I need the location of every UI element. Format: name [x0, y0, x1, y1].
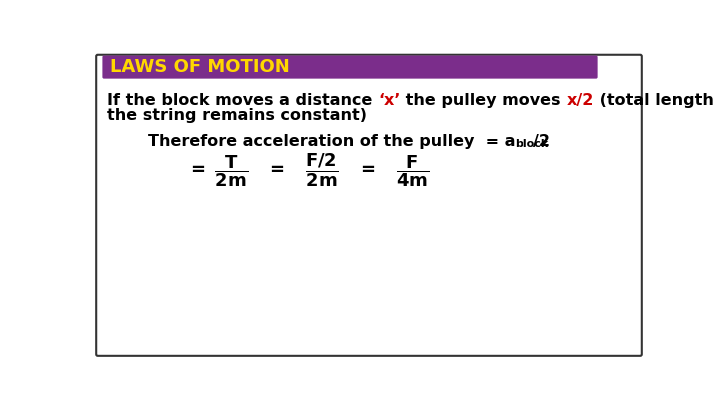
Text: the string remains constant): the string remains constant) [107, 108, 367, 123]
Text: $\mathbf{=} \ \dfrac{\mathbf{T}}{\mathbf{2m}} \quad \mathbf{=} \quad \dfrac{\mat: $\mathbf{=} \ \dfrac{\mathbf{T}}{\mathbf… [187, 151, 430, 189]
Text: x/2: x/2 [567, 93, 594, 108]
Text: ‘x’: ‘x’ [378, 93, 400, 108]
Text: the pulley moves: the pulley moves [400, 93, 567, 108]
FancyBboxPatch shape [102, 55, 598, 79]
FancyBboxPatch shape [96, 55, 642, 356]
Text: /2: /2 [533, 134, 549, 149]
Text: If the block moves a distance: If the block moves a distance [107, 93, 378, 108]
Text: block: block [516, 139, 549, 149]
Text: LAWS OF MOTION: LAWS OF MOTION [110, 58, 290, 76]
Text: Therefore acceleration of the pulley  = a: Therefore acceleration of the pulley = a [148, 134, 516, 149]
Text: (total length of: (total length of [594, 93, 720, 108]
